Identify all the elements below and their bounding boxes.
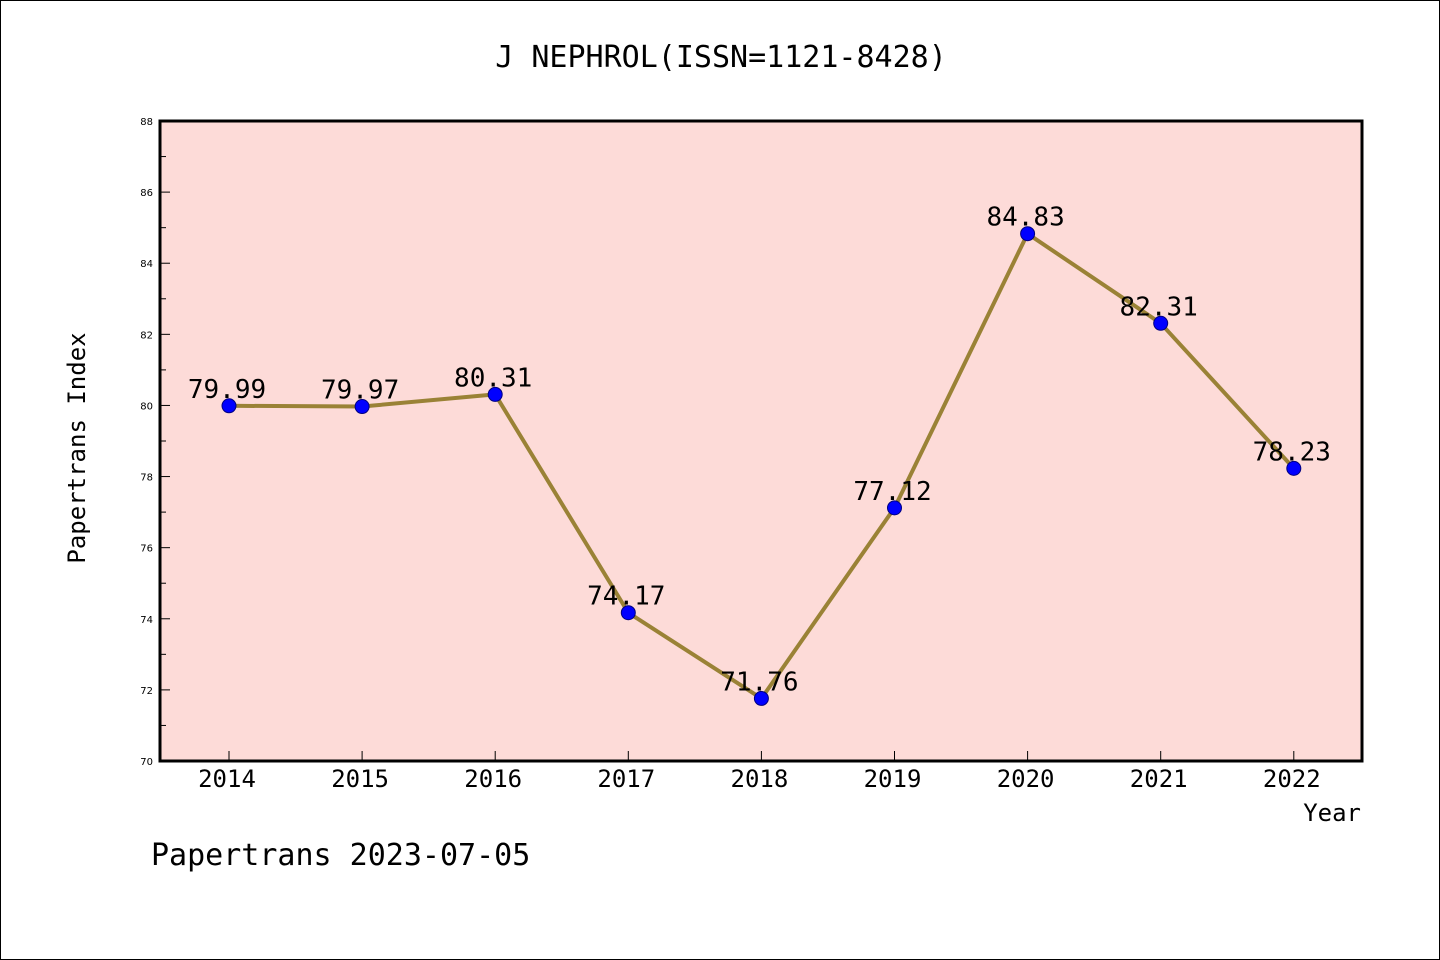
y-tick-label: 78 [140,473,153,484]
y-tick-label: 88 [140,117,153,128]
data-point [620,605,636,621]
data-point [1153,315,1169,331]
x-tick-label: 2018 [731,765,789,793]
x-tick-label: 2014 [198,765,256,793]
data-label: 82.31 [1120,292,1198,322]
x-tick-label: 2020 [997,765,1055,793]
series-layer [221,226,1302,706]
x-axis: 2014 2015 2016 2017 2018 2019 2020 2021 2022 [198,751,1321,793]
data-label: 84.83 [986,203,1064,233]
data-label: 78.23 [1253,437,1331,467]
x-tick-label: 2015 [331,765,389,793]
data-point [1286,460,1302,476]
y-tick-label: 80 [140,401,153,412]
data-point [753,690,769,706]
y-tick-label: 82 [140,330,153,341]
y-tick-label: 72 [140,686,153,697]
data-label: 79.99 [188,375,266,405]
data-label: 71.76 [720,667,798,697]
y-axis-label: Papertrans Index [63,332,91,563]
data-label: 77.12 [853,477,931,507]
x-tick-label: 2016 [464,765,522,793]
data-labels: 79.99 79.97 80.31 74.17 71.76 77.12 84.83 82.31… [188,203,1331,698]
x-axis-label: Year [1303,799,1361,827]
chart-title: J NEPHROL(ISSN=1121-8428) [495,40,947,75]
footer-stamp: Papertrans 2023-07-05 [151,838,530,873]
data-label: 80.31 [454,363,532,393]
data-label: 79.97 [321,376,399,406]
x-tick-label: 2019 [864,765,922,793]
y-tick-label: 74 [140,615,153,626]
y-axis: 70 72 74 76 78 80 82 84 86 88 [140,117,170,768]
x-tick-label: 2022 [1263,765,1321,793]
y-tick-label: 86 [140,188,153,199]
data-label: 74.17 [587,582,665,612]
x-tick-label: 2021 [1130,765,1188,793]
data-point [1020,226,1036,242]
y-tick-label: 70 [140,757,153,768]
data-point [221,398,237,414]
x-tick-label: 2017 [597,765,655,793]
y-tick-label: 84 [140,259,153,270]
data-point [487,386,503,402]
data-point [887,500,902,516]
data-point [354,399,370,415]
plot-area [158,119,1364,763]
y-tick-label: 76 [140,544,153,555]
